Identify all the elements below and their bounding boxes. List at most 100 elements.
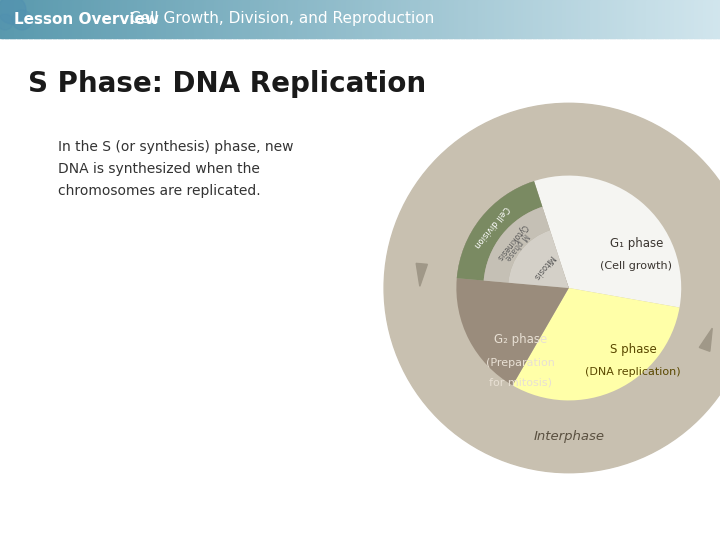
Text: In the S (or synthesis) phase, new: In the S (or synthesis) phase, new — [58, 140, 294, 154]
Bar — [271, 0, 274, 38]
Bar — [295, 0, 299, 38]
Text: Interphase: Interphase — [534, 430, 604, 443]
Bar — [60, 0, 63, 38]
Bar — [53, 0, 56, 38]
Bar — [67, 0, 71, 38]
Bar — [221, 0, 224, 38]
Bar — [689, 0, 692, 38]
Bar — [216, 0, 220, 38]
Bar — [684, 0, 688, 38]
Bar — [283, 0, 287, 38]
Bar — [571, 0, 575, 38]
Bar — [410, 0, 414, 38]
Bar — [564, 0, 567, 38]
Text: G₁ phase: G₁ phase — [610, 237, 663, 249]
Text: Mitosis: Mitosis — [530, 253, 555, 281]
Bar — [374, 0, 378, 38]
Bar — [593, 0, 596, 38]
Bar — [293, 0, 296, 38]
Bar — [468, 0, 472, 38]
Bar — [636, 0, 639, 38]
Bar — [240, 0, 243, 38]
Bar — [408, 0, 411, 38]
Bar — [223, 0, 227, 38]
Bar — [135, 0, 138, 38]
Bar — [646, 0, 649, 38]
Bar — [96, 0, 99, 38]
Bar — [574, 0, 577, 38]
Text: Lesson Overview: Lesson Overview — [14, 11, 159, 26]
Bar — [192, 0, 195, 38]
Bar — [286, 0, 289, 38]
Bar — [254, 0, 258, 38]
Bar — [324, 0, 328, 38]
Bar — [103, 0, 107, 38]
Bar — [218, 0, 222, 38]
Bar — [132, 0, 135, 38]
Bar — [384, 0, 387, 38]
Bar — [619, 0, 623, 38]
Bar — [379, 0, 382, 38]
Bar — [156, 0, 159, 38]
Bar — [686, 0, 690, 38]
Bar — [600, 0, 603, 38]
Bar — [552, 0, 555, 38]
Bar — [300, 0, 303, 38]
Bar — [502, 0, 505, 38]
Bar — [449, 0, 452, 38]
Bar — [631, 0, 634, 38]
Bar — [27, 0, 30, 38]
Bar — [238, 0, 241, 38]
Bar — [605, 0, 608, 38]
Bar — [513, 0, 517, 38]
Bar — [398, 0, 402, 38]
Bar — [643, 0, 647, 38]
Bar — [365, 0, 368, 38]
Bar — [194, 0, 198, 38]
Text: Cell Growth, Division, and Reproduction: Cell Growth, Division, and Reproduction — [130, 11, 434, 26]
Text: S Phase: DNA Replication: S Phase: DNA Replication — [28, 70, 426, 98]
Wedge shape — [484, 207, 550, 283]
Bar — [158, 0, 162, 38]
Bar — [466, 0, 469, 38]
Bar — [369, 0, 373, 38]
Bar — [511, 0, 515, 38]
Bar — [101, 0, 104, 38]
Bar — [329, 0, 332, 38]
Bar — [142, 0, 145, 38]
Bar — [569, 0, 572, 38]
Text: Cell division: Cell division — [472, 204, 510, 249]
Bar — [405, 0, 409, 38]
Bar — [499, 0, 503, 38]
Bar — [31, 0, 35, 38]
Bar — [322, 0, 325, 38]
Bar — [456, 0, 459, 38]
Bar — [523, 0, 526, 38]
Polygon shape — [416, 264, 428, 286]
Bar — [209, 0, 212, 38]
Bar — [540, 0, 544, 38]
Bar — [2, 0, 6, 38]
Bar — [557, 0, 560, 38]
Bar — [430, 0, 433, 38]
Bar — [470, 0, 474, 38]
Circle shape — [0, 14, 13, 30]
Bar — [418, 0, 421, 38]
Text: (Cell growth): (Cell growth) — [600, 260, 672, 271]
Bar — [650, 0, 654, 38]
Bar — [588, 0, 591, 38]
Bar — [266, 0, 270, 38]
Bar — [113, 0, 116, 38]
Bar — [144, 0, 148, 38]
Bar — [48, 0, 51, 38]
Bar — [279, 0, 282, 38]
Bar — [425, 0, 428, 38]
Bar — [108, 0, 112, 38]
Bar — [63, 0, 66, 38]
Bar — [639, 0, 642, 38]
Bar — [360, 0, 364, 38]
Bar — [446, 0, 450, 38]
Bar — [43, 0, 47, 38]
Bar — [9, 0, 13, 38]
Bar — [434, 0, 438, 38]
